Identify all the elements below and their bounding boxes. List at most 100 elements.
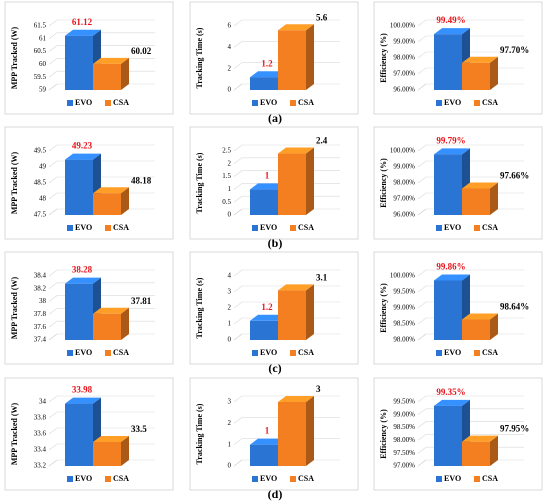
y-axis-label: Efficiency (%) <box>379 409 388 459</box>
bar-top <box>250 314 286 321</box>
y-tick-label: 97.50% <box>393 449 415 457</box>
grid-line <box>48 45 155 52</box>
panel-label: (d) <box>268 487 283 501</box>
legend-swatch <box>474 225 480 231</box>
legend-swatch <box>105 350 111 356</box>
legend-label: EVO <box>444 223 461 232</box>
bar-top <box>462 435 498 442</box>
y-tick-label: 1.5 <box>222 172 231 180</box>
bar <box>462 188 490 215</box>
y-tick-label: 61 <box>39 34 47 42</box>
value-label: 38.28 <box>72 265 93 275</box>
y-tick-label: 1 <box>228 440 232 448</box>
bar-side <box>490 182 498 215</box>
bar <box>65 159 93 215</box>
legend-swatch <box>67 350 73 356</box>
bar <box>278 30 306 90</box>
legend-label: CSA <box>482 98 498 107</box>
legend-label: EVO <box>260 348 277 357</box>
grid-line <box>48 32 155 40</box>
bar <box>93 442 121 466</box>
y-tick-label: 0 <box>228 336 232 344</box>
bar-top <box>93 57 129 64</box>
grid-line <box>48 282 155 290</box>
legend-swatch <box>67 100 73 106</box>
bar <box>462 441 490 466</box>
legend-swatch <box>474 350 480 356</box>
grid-line <box>48 160 155 168</box>
bar <box>462 319 490 340</box>
grid-line <box>48 19 155 27</box>
y-axis-label: MPP Tracked (W) <box>10 151 19 214</box>
y-tick-label: 98.00% <box>393 179 415 187</box>
grid-line <box>48 427 155 435</box>
legend-label: EVO <box>260 223 277 232</box>
y-tick-label: 49.5 <box>34 147 47 155</box>
y-tick-label: 100.00% <box>390 22 415 30</box>
legend-swatch <box>252 100 258 106</box>
y-tick-label: 98.00% <box>393 54 415 62</box>
legend-label: CSA <box>482 223 498 232</box>
chart-frame <box>189 377 359 491</box>
bar-top <box>93 187 129 194</box>
y-tick-label: 99.50% <box>393 288 415 296</box>
y-axis-label: MPP Tracked (W) <box>10 402 19 465</box>
grid-line <box>417 160 524 168</box>
legend-label: EVO <box>75 474 92 483</box>
grid-line <box>417 144 524 152</box>
grid-line <box>48 144 155 152</box>
grid-line <box>417 408 524 416</box>
y-tick-label: 98.50% <box>393 423 415 431</box>
legend-label: CSA <box>113 98 129 107</box>
legend-label: CSA <box>482 474 498 483</box>
y-tick-label: 38.2 <box>34 284 47 292</box>
y-tick-label: 33.8 <box>34 414 47 422</box>
y-tick-label: 61.5 <box>34 22 47 30</box>
chart-frame <box>189 1 359 115</box>
value-label: 99.49% <box>436 15 465 25</box>
bar-side <box>306 284 314 340</box>
bar <box>278 402 306 466</box>
bar <box>250 444 278 466</box>
bar-top <box>250 183 286 190</box>
y-tick-label: 99.00% <box>393 410 415 418</box>
y-tick-label: 99.00% <box>393 304 415 312</box>
bar <box>93 63 121 90</box>
bar-top <box>278 284 314 291</box>
value-label: 99.86% <box>436 262 465 272</box>
value-label: 3 <box>316 384 321 394</box>
legend-swatch <box>252 350 258 356</box>
y-tick-label: 2 <box>228 419 232 427</box>
y-tick-label: 98.00% <box>393 436 415 444</box>
bar <box>65 35 93 90</box>
legend-swatch <box>67 476 73 482</box>
panel-label: (c) <box>268 361 281 375</box>
y-axis-label: Tracking Time (s) <box>195 27 204 88</box>
bar <box>434 280 462 340</box>
bar <box>65 283 93 340</box>
grid-line <box>48 395 155 403</box>
y-tick-label: 4 <box>228 43 232 51</box>
grid-line <box>417 421 524 428</box>
bar-side <box>121 187 129 215</box>
panel-label: (a) <box>268 111 282 125</box>
legend-swatch <box>290 476 296 482</box>
legend-label: EVO <box>260 98 277 107</box>
bar-side <box>306 396 314 466</box>
bar-top <box>278 396 314 402</box>
legend-label: CSA <box>113 474 129 483</box>
y-axis-label: MPP Tracked (W) <box>10 276 19 339</box>
value-label: 98.64% <box>500 302 529 312</box>
y-tick-label: 6 <box>228 22 232 30</box>
bar-side <box>490 313 498 340</box>
y-tick-label: 34 <box>39 398 47 406</box>
bar <box>93 193 121 215</box>
bar-side <box>306 24 314 91</box>
bar-top <box>278 24 314 31</box>
legend-swatch <box>436 225 442 231</box>
y-tick-label: 37.4 <box>34 336 47 344</box>
y-tick-label: 97.00% <box>393 195 415 203</box>
y-tick-label: 33.4 <box>34 446 47 454</box>
y-axis-label: Efficiency (%) <box>379 158 388 208</box>
y-axis-label: Efficiency (%) <box>379 33 388 83</box>
